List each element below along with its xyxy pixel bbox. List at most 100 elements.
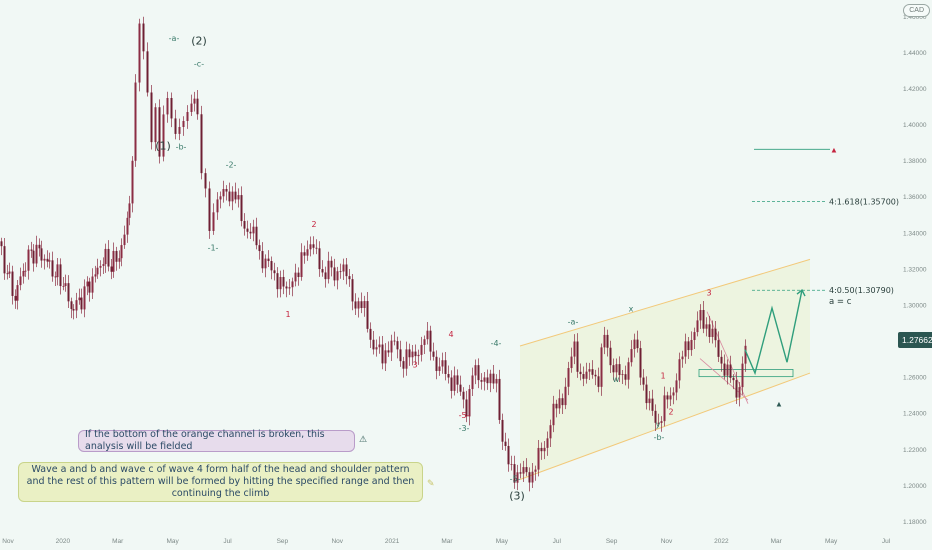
wave-label: (2) bbox=[191, 35, 207, 48]
candle-body bbox=[735, 380, 738, 398]
candle-body bbox=[714, 328, 717, 341]
candle-body bbox=[552, 403, 555, 426]
candle-body bbox=[396, 341, 399, 350]
candle-body bbox=[507, 445, 510, 465]
candle-body bbox=[357, 301, 360, 309]
candle-body bbox=[474, 365, 477, 376]
candle-body bbox=[146, 51, 149, 93]
candle-body bbox=[0, 241, 3, 247]
candle-body bbox=[128, 203, 131, 218]
candle-body bbox=[540, 447, 543, 452]
candle-body bbox=[405, 349, 408, 369]
candle-body bbox=[11, 271, 14, 296]
candle-body bbox=[178, 126, 181, 134]
candle-body bbox=[327, 260, 330, 280]
wave-label: -c- bbox=[194, 59, 204, 68]
wave-label: 2 bbox=[311, 220, 316, 229]
x-tick-label: Nov bbox=[661, 538, 673, 545]
wave-label: y bbox=[656, 420, 661, 429]
orange-channel-note: If the bottom of the orange channel is b… bbox=[78, 429, 355, 452]
candle-body bbox=[88, 281, 91, 293]
candle-body bbox=[154, 107, 157, 143]
candle-body bbox=[315, 247, 318, 249]
price-axis[interactable]: 1.46000 1.44000 1.42000 1.40000 1.38000 1.360… bbox=[903, 14, 927, 526]
channel-top-line bbox=[519, 258, 811, 347]
candle-body bbox=[615, 364, 618, 373]
wave-label: -a- bbox=[568, 317, 579, 326]
candle-body bbox=[414, 351, 417, 357]
candle-body bbox=[711, 328, 714, 337]
candle-body bbox=[38, 244, 41, 249]
candle-body bbox=[72, 309, 75, 311]
wave-label: -3- bbox=[459, 424, 470, 433]
candle-body bbox=[231, 191, 234, 202]
candle-body bbox=[393, 340, 396, 342]
wave-label: 4 bbox=[448, 330, 453, 339]
candle-body bbox=[648, 398, 651, 404]
candle-body bbox=[663, 395, 666, 422]
y-tick-label: 1.20000 bbox=[903, 483, 927, 490]
candle-body bbox=[528, 472, 531, 483]
y-tick-label: 1.42000 bbox=[903, 86, 927, 93]
candle-body bbox=[723, 363, 726, 376]
candle-body bbox=[741, 363, 744, 388]
candle-body bbox=[78, 297, 81, 301]
candle-body bbox=[489, 373, 492, 384]
x-tick-label: Mar bbox=[441, 538, 453, 545]
target-range-box bbox=[698, 369, 794, 378]
candle-body bbox=[420, 344, 423, 355]
candle-body bbox=[54, 276, 57, 278]
candle-body bbox=[708, 324, 711, 337]
candle-body bbox=[86, 281, 89, 287]
x-tick-label: May bbox=[496, 538, 509, 545]
candle-body bbox=[651, 398, 654, 411]
candle-body bbox=[693, 332, 696, 340]
candle-body bbox=[564, 386, 567, 406]
candle-body bbox=[131, 160, 134, 204]
equality-label: a = c bbox=[829, 297, 852, 307]
candle-body bbox=[510, 464, 513, 465]
candle-body bbox=[381, 344, 384, 364]
candle-body bbox=[657, 422, 660, 424]
candle-body bbox=[486, 377, 489, 384]
candle-body bbox=[204, 173, 207, 189]
wave-label: -1- bbox=[208, 243, 219, 252]
candle-body bbox=[612, 365, 615, 373]
candle-body bbox=[240, 195, 243, 222]
candle-body bbox=[546, 438, 549, 448]
level-label: 4:0.50(1.30790) bbox=[829, 286, 894, 295]
candle-body bbox=[582, 374, 585, 379]
candle-body bbox=[219, 196, 222, 200]
x-tick-label: Sep bbox=[277, 538, 289, 545]
wave-label: (1) bbox=[155, 139, 171, 152]
candle-body bbox=[48, 260, 51, 262]
y-tick-label: 1.34000 bbox=[903, 230, 927, 237]
candle-body bbox=[360, 301, 363, 309]
candle-body bbox=[576, 341, 579, 372]
candle-body bbox=[627, 362, 630, 380]
candle-body bbox=[64, 283, 67, 286]
candle-body bbox=[645, 384, 648, 404]
candle-body bbox=[621, 374, 624, 376]
candle-body bbox=[336, 271, 339, 281]
candle-body bbox=[672, 392, 675, 396]
currency-badge[interactable]: CAD bbox=[903, 4, 930, 17]
candle-body bbox=[6, 273, 9, 275]
candle-body bbox=[142, 23, 145, 52]
candle-body bbox=[324, 272, 327, 280]
wave-labels: -a- (2) -c- (1) -b- -2- -1- 2 1 4 -4- 3 -5- -3- -a-x w 1… bbox=[155, 34, 711, 502]
candle-body bbox=[291, 281, 294, 288]
candle-body bbox=[166, 97, 169, 115]
candle-body bbox=[594, 374, 597, 377]
candle-body bbox=[441, 360, 444, 367]
candle-body bbox=[492, 373, 495, 384]
candle-body bbox=[294, 272, 297, 282]
time-axis[interactable]: Nov 2020 Mar May Jul Sep Nov 2021 Mar May Jul Sep No… bbox=[2, 538, 890, 545]
candle-body bbox=[402, 361, 405, 369]
candle-body bbox=[225, 189, 228, 192]
candle-body bbox=[22, 270, 25, 277]
candle-body bbox=[684, 341, 687, 357]
candle-body bbox=[384, 350, 387, 364]
candle-body bbox=[59, 264, 62, 287]
